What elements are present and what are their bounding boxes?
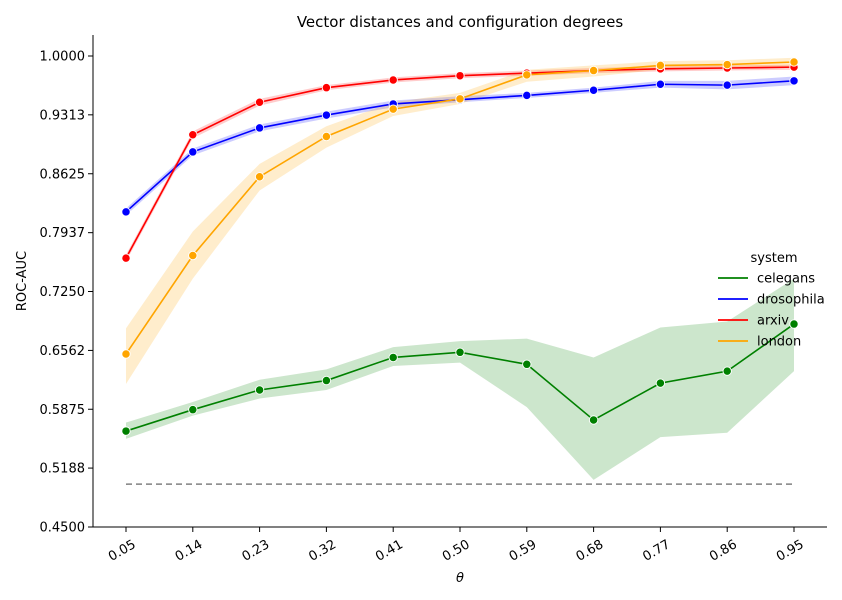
point-drosophila <box>321 110 332 120</box>
x-tick-label: 0.68 <box>574 537 607 564</box>
y-tick-label: 0.5875 <box>40 403 86 418</box>
y-tick-label: 0.8625 <box>40 167 86 182</box>
point-celegans <box>588 415 599 425</box>
x-tick-label: 0.86 <box>707 537 740 564</box>
point-drosophila <box>655 79 666 89</box>
y-tick-label: 0.7250 <box>40 285 86 300</box>
point-london <box>455 94 465 104</box>
point-london <box>188 250 198 261</box>
point-london <box>655 60 666 71</box>
point-arxiv <box>188 130 198 140</box>
point-celegans <box>121 426 131 436</box>
point-drosophila <box>588 85 599 95</box>
point-drosophila <box>722 80 732 90</box>
point-drosophila <box>254 123 265 133</box>
legend: system celegans drosophila arxiv london <box>718 251 825 350</box>
y-axis-label: ROC-AUC <box>15 251 30 311</box>
point-london <box>722 59 732 70</box>
x-ticks: 0.05 0.14 0.23 0.32 0.41 0.50 0.59 0.68 0.77 0.86… <box>106 527 807 565</box>
point-london <box>121 349 131 359</box>
legend-title: system <box>751 251 798 266</box>
y-tick-label: 0.5188 <box>40 462 86 477</box>
point-london <box>321 131 332 142</box>
series-points <box>121 57 799 436</box>
x-tick-label: 0.41 <box>373 537 406 564</box>
y-tick-label: 0.9313 <box>40 108 86 123</box>
point-drosophila <box>188 147 198 157</box>
confidence-bands <box>126 57 794 480</box>
point-celegans <box>789 319 799 329</box>
y-tick-label: 1.0000 <box>40 50 86 65</box>
point-london <box>254 172 265 182</box>
y-tick-label: 0.4500 <box>40 521 86 536</box>
point-london <box>388 104 398 114</box>
legend-label-arxiv: arxiv <box>757 314 789 329</box>
chart-title: Vector distances and configuration degre… <box>297 13 624 31</box>
x-tick-label: 0.14 <box>173 537 206 564</box>
legend-label-drosophila: drosophila <box>757 293 825 308</box>
x-tick-label: 0.05 <box>106 537 139 564</box>
point-london <box>522 70 532 80</box>
legend-label-london: london <box>757 335 801 350</box>
x-tick-label: 0.23 <box>240 537 273 564</box>
x-tick-label: 0.59 <box>507 537 540 564</box>
point-celegans <box>388 352 398 363</box>
point-celegans <box>655 378 666 388</box>
point-arxiv <box>388 75 398 85</box>
legend-label-celegans: celegans <box>757 272 815 287</box>
point-drosophila <box>522 90 532 101</box>
point-arxiv <box>321 83 332 93</box>
point-arxiv <box>121 253 131 263</box>
point-celegans <box>321 375 332 386</box>
point-celegans <box>254 385 265 395</box>
x-tick-label: 0.77 <box>640 537 673 564</box>
band-celegans <box>126 278 794 480</box>
point-arxiv <box>455 71 465 81</box>
point-london <box>789 57 799 67</box>
x-tick-label: 0.32 <box>306 537 339 564</box>
x-tick-label: 0.95 <box>774 537 807 564</box>
point-celegans <box>522 359 532 369</box>
point-drosophila <box>121 207 131 217</box>
x-axis-label: θ <box>456 571 464 586</box>
y-ticks: 0.4500 0.5188 0.5875 0.6562 0.7250 0.7937 0.86… <box>40 50 93 536</box>
point-celegans <box>188 405 198 415</box>
point-celegans <box>455 347 465 357</box>
point-drosophila <box>789 76 799 86</box>
point-london <box>588 65 599 76</box>
point-celegans <box>722 366 732 376</box>
y-tick-label: 0.6562 <box>40 344 86 359</box>
y-tick-label: 0.7937 <box>40 226 86 241</box>
point-arxiv <box>254 97 265 107</box>
x-tick-label: 0.50 <box>440 537 473 564</box>
